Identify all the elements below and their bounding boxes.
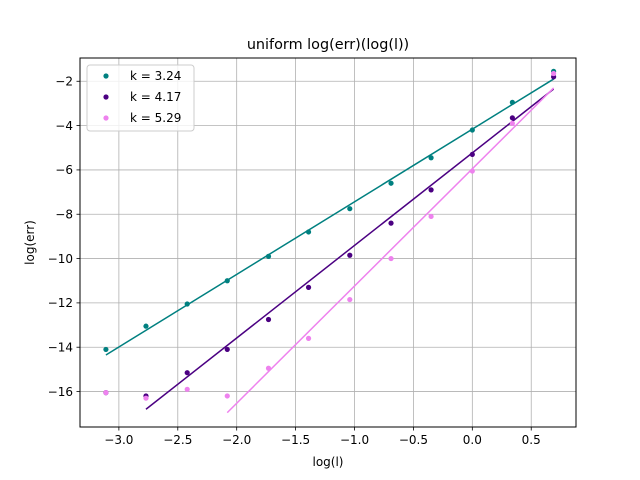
legend: k = 3.24 k = 4.17 k = 5.29 [86,64,195,132]
fit-lines [105,78,555,414]
y-axis-label: log(err) [23,220,37,265]
data-point-series-2 [551,70,557,77]
data-point-series-0 [347,206,353,212]
y-tick-label: −6 [55,163,73,177]
data-point-series-0 [509,99,515,105]
grid [80,58,576,427]
y-tick-label: −4 [55,119,73,133]
fit-line-series-0 [105,78,555,356]
data-point-series-0 [428,155,434,161]
data-point-series-2 [509,120,515,126]
data-point-series-0 [469,127,475,133]
legend-marker-1 [103,94,109,100]
legend-label-1: k = 4.17 [130,90,181,104]
legend-label-2: k = 5.29 [130,111,181,125]
data-point-series-2 [347,296,353,303]
x-tick-label: −1.0 [340,433,369,447]
chart-title: uniform log(err)(log(l)) [247,37,409,53]
y-tick-label: −14 [48,341,73,355]
data-point-series-2 [265,365,272,371]
data-point-series-1 [428,187,434,193]
data-point-series-2 [305,335,312,341]
x-axis-label: log(l) [313,455,344,469]
data-point-series-2 [103,390,109,396]
x-tick-label: −0.5 [399,433,428,447]
data-points [103,68,557,401]
fit-line-series-2 [226,87,555,414]
legend-marker-2 [103,115,109,121]
data-point-series-0 [265,253,272,259]
data-point-series-2 [428,213,434,220]
plot-frame [79,57,577,428]
y-tick-label: −10 [48,252,73,266]
legend-box [86,64,195,132]
data-point-series-1 [224,346,230,353]
y-tick-label: −8 [55,208,73,222]
x-tick-label: −2.5 [163,433,192,447]
data-point-series-2 [388,255,394,262]
data-point-series-2 [184,386,190,392]
legend-label-0: k = 3.24 [130,69,181,83]
data-point-series-0 [388,180,394,186]
data-point-series-0 [103,346,109,353]
data-point-series-1 [469,151,475,158]
data-point-series-0 [143,323,149,329]
data-point-series-1 [347,252,353,258]
y-tick-label: −12 [48,296,73,310]
x-tick-label: 0.5 [522,433,541,447]
data-point-series-2 [143,395,149,401]
x-tick-label: 0.0 [463,433,482,447]
x-tick-label: −3.0 [104,433,133,447]
y-tick-label: −16 [48,385,73,399]
legend-marker-0 [103,73,109,79]
data-point-series-1 [305,284,312,290]
data-point-series-1 [388,220,394,226]
fit-line-series-1 [145,88,555,410]
x-tick-label: −2.0 [222,433,251,447]
y-tick-label: −2 [55,75,73,89]
data-point-series-0 [305,229,312,235]
axis-ticks: −3.0 −2.5 −2.0 −1.5 −1.0 −0.5 0.0 0.5 −16 −14 −12 −… [48,75,541,447]
x-tick-label: −1.5 [281,433,310,447]
data-point-series-2 [469,168,475,174]
data-point-series-0 [224,278,230,284]
data-point-series-1 [184,370,190,376]
data-point-series-0 [184,301,190,307]
data-point-series-1 [265,316,272,323]
data-point-series-2 [224,393,230,399]
data-point-series-1 [509,115,515,121]
